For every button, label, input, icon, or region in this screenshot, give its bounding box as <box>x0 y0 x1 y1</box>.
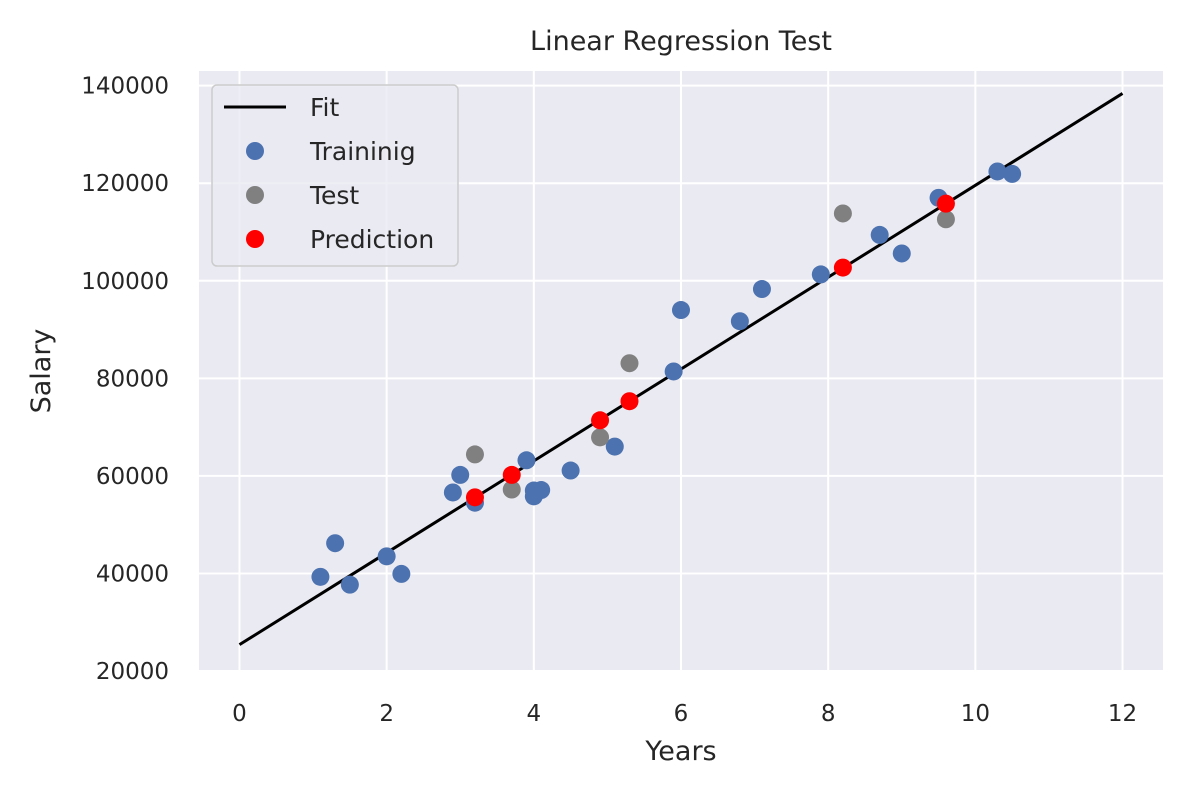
legend-label: Prediction <box>310 225 434 254</box>
data-point <box>311 567 330 586</box>
chart-title: Linear Regression Test <box>530 26 832 57</box>
data-point <box>892 244 911 263</box>
data-point <box>443 483 462 502</box>
data-point <box>561 461 580 480</box>
data-point <box>591 411 610 430</box>
data-point <box>936 210 955 229</box>
data-point <box>988 162 1007 181</box>
x-tick-label: 8 <box>821 701 836 727</box>
x-tick-label: 6 <box>674 701 689 727</box>
y-tick-label: 80000 <box>96 366 169 392</box>
data-point <box>532 481 551 500</box>
y-tick-label: 40000 <box>96 561 169 587</box>
data-point <box>620 354 639 373</box>
y-tick-label: 140000 <box>81 74 169 100</box>
x-tick-label: 4 <box>527 701 542 727</box>
data-point <box>620 392 639 411</box>
data-point <box>502 465 521 484</box>
data-point <box>870 225 889 244</box>
data-point <box>377 547 396 566</box>
data-point <box>326 534 345 553</box>
x-axis-label: Years <box>644 736 716 767</box>
data-point <box>752 280 771 299</box>
y-tick-label: 100000 <box>81 269 169 295</box>
y-tick-labels: 20000 40000 60000 80000 100000 120000 140000 <box>81 74 169 685</box>
data-point <box>664 362 683 381</box>
y-tick-label: 60000 <box>96 464 169 490</box>
x-tick-label: 2 <box>379 701 394 727</box>
grid-lines <box>199 71 1163 672</box>
legend-prediction-marker <box>246 230 264 248</box>
data-point <box>1003 164 1022 183</box>
data-point <box>340 575 359 594</box>
data-point <box>465 488 484 507</box>
legend-test-marker <box>246 186 264 204</box>
x-tick-label: 10 <box>961 701 990 727</box>
data-point <box>605 437 624 456</box>
legend: Fit Traininig Test Prediction <box>211 84 459 267</box>
x-tick-labels: 0 2 4 6 8 10 12 <box>232 701 1137 727</box>
data-point <box>811 265 830 284</box>
y-tick-label: 20000 <box>96 659 169 685</box>
data-point <box>465 445 484 464</box>
x-tick-label: 12 <box>1108 701 1137 727</box>
y-tick-label: 120000 <box>81 171 169 197</box>
legend-label: Fit <box>310 93 340 122</box>
data-point <box>833 204 852 223</box>
y-axis-label: Salary <box>26 329 57 414</box>
legend-traininig-marker <box>246 142 264 160</box>
legend-label: Test <box>309 181 359 210</box>
x-tick-label: 0 <box>232 701 247 727</box>
data-point <box>672 301 690 320</box>
data-point <box>591 428 610 447</box>
series-test <box>465 204 955 499</box>
data-point <box>502 480 521 499</box>
data-point <box>730 312 749 331</box>
legend-label: Traininig <box>309 137 416 166</box>
data-point <box>833 258 852 277</box>
data-point <box>517 451 536 470</box>
data-point <box>392 564 411 583</box>
series-prediction <box>465 194 955 507</box>
data-point <box>451 465 470 484</box>
data-points <box>311 162 1022 594</box>
data-point <box>936 194 955 213</box>
legend-box <box>211 84 459 267</box>
